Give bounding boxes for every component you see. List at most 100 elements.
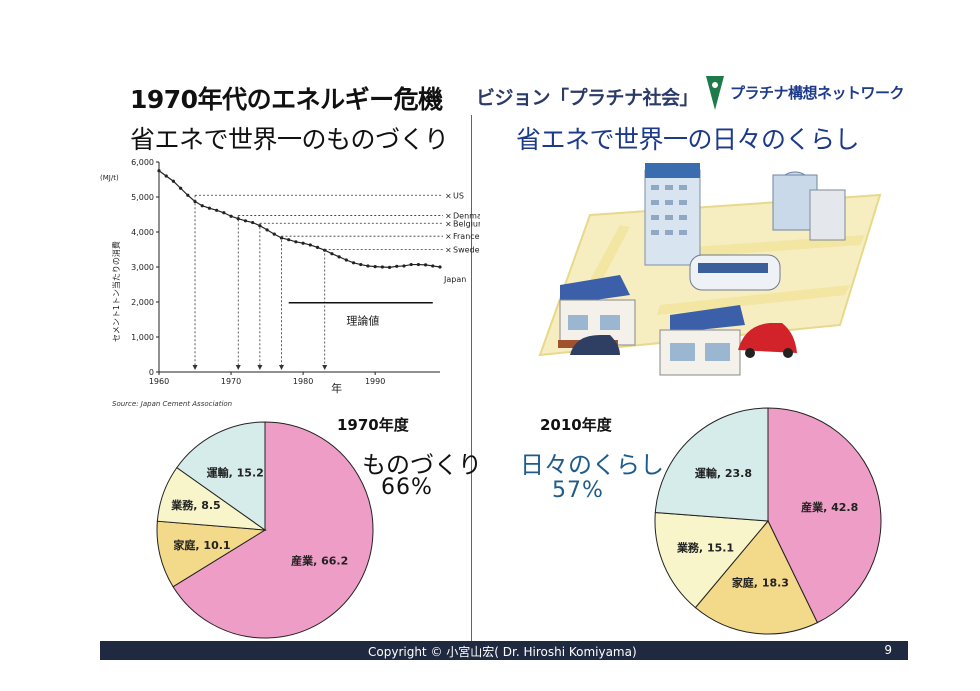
x-tick-label: 1980 <box>293 377 313 386</box>
japan-series-line <box>158 170 441 268</box>
reference-mark: × <box>445 232 452 241</box>
pie-chart-1970: 産業, 66.2 家庭, 10.1 業務, 8.5 運輸, 15.2 <box>156 421 374 639</box>
reference-label-belgium: Belgium <box>453 219 480 228</box>
reference-mark: × <box>445 219 452 228</box>
japan-data-point <box>359 262 363 267</box>
vision-heading: ビジョン「プラチナ社会」 <box>476 87 699 109</box>
y-unit: (MJ/t) <box>100 174 119 182</box>
series-label-japan: Japan <box>443 275 466 284</box>
japan-data-point <box>344 258 348 262</box>
japan-data-point <box>229 214 233 218</box>
pie-slice <box>176 421 266 531</box>
drop-arrow <box>322 365 328 370</box>
japan-data-point <box>337 255 341 259</box>
pie-slice-label: 運輸, 15.2 <box>207 465 264 479</box>
japan-data-point <box>402 264 406 268</box>
japan-data-point <box>409 262 413 267</box>
slide-title: 1970年代のエネルギー危機 <box>130 85 443 114</box>
japan-data-point <box>366 264 370 268</box>
japan-data-point <box>431 264 435 268</box>
pie-slice-label: 業務, 15.1 <box>676 540 734 554</box>
japan-data-point <box>315 245 320 249</box>
japan-data-point <box>301 241 305 245</box>
japan-data-point <box>207 206 212 210</box>
smart-city-illustration-icon <box>538 163 882 376</box>
pie-1970-headline-value: 66% <box>381 475 433 500</box>
japan-data-point <box>265 228 269 232</box>
pie-slice-label: 家庭, 10.1 <box>173 538 230 552</box>
reference-mark: × <box>445 246 452 255</box>
x-tick-label: 1970 <box>221 377 241 386</box>
pie-1970-headline: ものづくり <box>362 451 482 479</box>
japan-data-point <box>387 265 392 269</box>
y-tick-label: 4,000 <box>131 228 154 237</box>
japan-data-point <box>351 261 356 265</box>
chart-source: Source: Japan Cement Association <box>112 400 233 408</box>
y-axis-label: セメント1トン当たりの消費 <box>111 241 121 342</box>
pie-1970-title: 1970年度 <box>337 416 409 434</box>
japan-data-point <box>164 174 168 178</box>
x-tick-label: 1960 <box>149 377 169 386</box>
pie-slice <box>654 511 770 609</box>
reference-label-sweden: Sweden <box>453 246 480 255</box>
japan-data-point <box>171 179 176 183</box>
japan-data-point <box>179 186 183 190</box>
japan-data-point <box>438 265 442 269</box>
x-tick-label: 1990 <box>365 377 385 386</box>
japan-data-point <box>416 262 420 267</box>
pie-2010-title: 2010年度 <box>540 416 612 434</box>
cement-energy-line-chart: 0 1,000 2,000 3,000 4,000 5,000 6,000 1960 1970 1… <box>100 158 480 395</box>
x-axis-label: 年 <box>331 381 342 395</box>
subtitle-left: 省エネで世界一のものづくり <box>130 125 449 154</box>
reference-mark: × <box>445 212 452 221</box>
japan-data-point <box>373 265 377 269</box>
japan-data-point <box>308 243 312 247</box>
network-name: プラチナ構想ネットワーク <box>730 84 905 102</box>
pie-slice <box>172 421 374 639</box>
japan-data-point <box>236 217 240 221</box>
reference-mark: × <box>445 191 452 200</box>
japan-data-point <box>243 219 248 223</box>
japan-data-point <box>330 252 334 256</box>
pie-chart-2010: 産業, 42.8 家庭, 18.3 業務, 15.1 運輸, 23.8 <box>654 407 882 635</box>
drop-arrow <box>257 365 263 370</box>
y-tick-label: 5,000 <box>131 193 154 202</box>
japan-data-point <box>294 240 298 244</box>
drop-arrow <box>192 365 198 370</box>
japan-data-point <box>258 224 262 228</box>
japan-data-point <box>157 169 161 173</box>
y-tick-label: 1,000 <box>131 333 154 342</box>
pie-slice-label: 家庭, 18.3 <box>732 576 789 590</box>
copyright-text: Copyright © 小宮山宏( Dr. Hiroshi Komiyama) <box>368 645 637 659</box>
y-tick-label: 3,000 <box>131 263 154 272</box>
japan-data-point <box>272 232 276 236</box>
pie-slice <box>694 520 819 635</box>
footer-bar: Copyright © 小宮山宏( Dr. Hiroshi Komiyama) … <box>100 641 908 660</box>
reference-label-us: US <box>453 191 464 200</box>
japan-data-point <box>186 193 190 197</box>
pie-2010-headline-value: 57% <box>552 478 604 503</box>
y-tick-label: 0 <box>149 368 154 377</box>
drop-arrow <box>278 365 284 370</box>
pie-slice-label: 運輸, 23.8 <box>695 466 752 480</box>
theoretical-label: 理論値 <box>346 314 379 328</box>
japan-data-point <box>200 204 204 208</box>
japan-data-point <box>380 265 384 269</box>
page-number: 9 <box>884 643 892 657</box>
pie-slice <box>654 407 769 522</box>
pie-slice-label: 業務, 8.5 <box>170 498 221 512</box>
reference-label-france: France <box>453 232 480 241</box>
y-tick-label: 6,000 <box>131 158 154 167</box>
drop-arrow <box>235 365 241 370</box>
japan-data-point <box>251 220 255 225</box>
platinum-network-logo-icon <box>706 76 724 110</box>
japan-data-point <box>222 211 226 215</box>
japan-data-point <box>193 199 197 204</box>
pie-slice-label: 産業, 66.2 <box>291 554 348 568</box>
reference-label-denmark: Denmark <box>453 212 480 221</box>
pie-slice-label: 産業, 42.8 <box>801 500 858 514</box>
japan-data-point <box>395 264 399 268</box>
japan-data-point <box>423 263 428 267</box>
y-tick-label: 2,000 <box>131 298 154 307</box>
japan-data-point <box>287 238 291 242</box>
